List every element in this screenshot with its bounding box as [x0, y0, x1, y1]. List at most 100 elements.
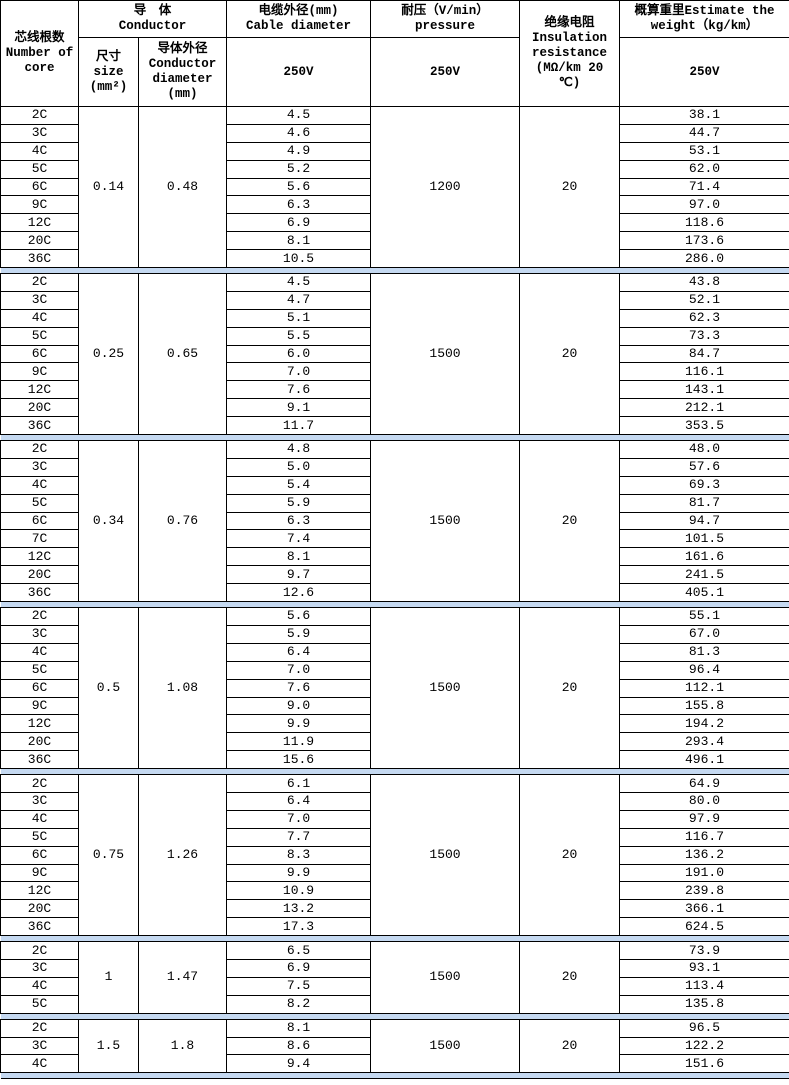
cable-diameter-cell: 4.5: [226, 273, 372, 292]
weight-cell: 53.1: [619, 141, 789, 161]
group-separator: [0, 1012, 789, 1020]
core-count-cell: 2C: [0, 106, 79, 125]
core-count-cell: 4C: [0, 1054, 79, 1074]
core-count-cell: 9C: [0, 696, 79, 716]
weight-cell: 43.8: [619, 273, 789, 292]
cable-diameter-cell: 5.9: [226, 493, 372, 513]
cable-diameter-cell: 5.4: [226, 475, 372, 495]
cable-diameter-cell: 6.9: [226, 958, 372, 978]
insulation-cell: 20: [519, 105, 621, 269]
core-count-cell: 5C: [0, 326, 79, 346]
conductor-diameter-cell: 1.08: [137, 607, 228, 770]
core-count-cell: 4C: [0, 475, 79, 495]
core-count-cell: 20C: [0, 565, 79, 585]
cable-diameter-cell: 15.6: [226, 750, 372, 770]
weight-cell: 239.8: [619, 881, 789, 901]
core-count-cell: 3C: [0, 791, 79, 811]
weight-cell: 84.7: [619, 344, 789, 364]
cable-diameter-cell: 5.2: [226, 159, 372, 179]
header-weight: 概算重里Estimate the weight（kg/km）: [619, 0, 789, 38]
table-row: 2C 0.5 1.08 5.6 1500 20 55.1: [0, 607, 789, 770]
weight-cell: 405.1: [619, 583, 789, 603]
table-row: 12C 6.9 118.6: [0, 213, 789, 233]
core-count-cell: 2C: [0, 941, 79, 960]
core-count-cell: 36C: [0, 583, 79, 603]
core-count-cell: 3C: [0, 1036, 79, 1056]
weight-cell: 122.2: [619, 1036, 789, 1056]
table-row: 2C 0.75 1.26 6.1 1500 20 64.9: [0, 774, 789, 937]
weight-cell: 64.9: [619, 774, 789, 793]
table-row: 4C 9.4 151.6: [0, 1054, 789, 1074]
pressure-cell: 1500: [370, 1018, 521, 1074]
pressure-cell: 1500: [370, 774, 521, 937]
core-count-cell: 4C: [0, 642, 79, 662]
core-count-cell: 12C: [0, 213, 79, 233]
core-count-cell: 2C: [0, 440, 79, 459]
table-row: 6C 6.3 94.7: [0, 511, 789, 531]
header-cable-voltage: 250V: [226, 37, 372, 107]
size-cell: 0.75: [78, 774, 139, 937]
table-row: 6C 6.0 84.7: [0, 344, 789, 364]
table-row: 4C 5.1 62.3: [0, 308, 789, 328]
weight-cell: 97.9: [619, 809, 789, 829]
core-count-cell: 9C: [0, 362, 79, 382]
weight-cell: 67.0: [619, 624, 789, 644]
weight-cell: 212.1: [619, 398, 789, 418]
pressure-cell: 1500: [370, 273, 521, 436]
core-count-cell: 2C: [0, 607, 79, 626]
core-count-cell: 36C: [0, 249, 79, 269]
table-row: 12C 7.6 143.1: [0, 380, 789, 400]
cable-diameter-cell: 5.1: [226, 308, 372, 328]
core-count-cell: 5C: [0, 159, 79, 179]
weight-cell: 116.1: [619, 362, 789, 382]
cable-diameter-cell: 4.8: [226, 440, 372, 459]
cable-diameter-cell: 9.9: [226, 863, 372, 883]
conductor-diameter-cell: 0.48: [137, 105, 228, 269]
core-count-cell: 36C: [0, 416, 79, 436]
table-row: 9C 7.0 116.1: [0, 362, 789, 382]
conductor-diameter-cell: 1.8: [137, 1018, 228, 1074]
cable-diameter-cell: 5.9: [226, 624, 372, 644]
weight-cell: 286.0: [619, 249, 789, 269]
table-row: 36C 15.6 496.1: [0, 750, 789, 770]
core-count-cell: 20C: [0, 398, 79, 418]
weight-cell: 191.0: [619, 863, 789, 883]
conductor-diameter-cell: 1.47: [137, 941, 228, 1014]
core-count-cell: 12C: [0, 881, 79, 901]
cable-diameter-cell: 7.6: [226, 678, 372, 698]
table-row: 20C 8.1 173.6: [0, 231, 789, 251]
core-count-cell: 36C: [0, 750, 79, 770]
core-count-cell: 20C: [0, 899, 79, 919]
core-count-cell: 6C: [0, 845, 79, 865]
cable-diameter-cell: 5.5: [226, 326, 372, 346]
weight-cell: 80.0: [619, 791, 789, 811]
cable-diameter-cell: 7.0: [226, 809, 372, 829]
weight-cell: 81.7: [619, 493, 789, 513]
weight-cell: 155.8: [619, 696, 789, 716]
pressure-cell: 1500: [370, 607, 521, 770]
size-cell: 0.25: [78, 273, 139, 436]
core-count-cell: 12C: [0, 714, 79, 734]
cable-diameter-cell: 9.1: [226, 398, 372, 418]
core-count-cell: 6C: [0, 177, 79, 197]
weight-cell: 143.1: [619, 380, 789, 400]
cable-diameter-cell: 5.0: [226, 457, 372, 477]
cable-diameter-cell: 5.6: [226, 607, 372, 626]
cable-diameter-cell: 4.9: [226, 141, 372, 161]
core-count-cell: 4C: [0, 308, 79, 328]
insulation-cell: 20: [519, 440, 621, 603]
table-row: 12C 9.9 194.2: [0, 714, 789, 734]
cable-diameter-cell: 8.6: [226, 1036, 372, 1056]
cable-diameter-cell: 6.4: [226, 791, 372, 811]
header-pressure-voltage: 250V: [370, 37, 521, 107]
weight-cell: 173.6: [619, 231, 789, 251]
cable-diameter-cell: 6.4: [226, 642, 372, 662]
size-cell: 0.34: [78, 440, 139, 603]
table-row: 3C 5.9 67.0: [0, 624, 789, 644]
core-count-cell: 5C: [0, 827, 79, 847]
weight-cell: 52.1: [619, 290, 789, 310]
group-separator: [0, 1072, 789, 1080]
cable-diameter-cell: 12.6: [226, 583, 372, 603]
core-count-cell: 3C: [0, 457, 79, 477]
